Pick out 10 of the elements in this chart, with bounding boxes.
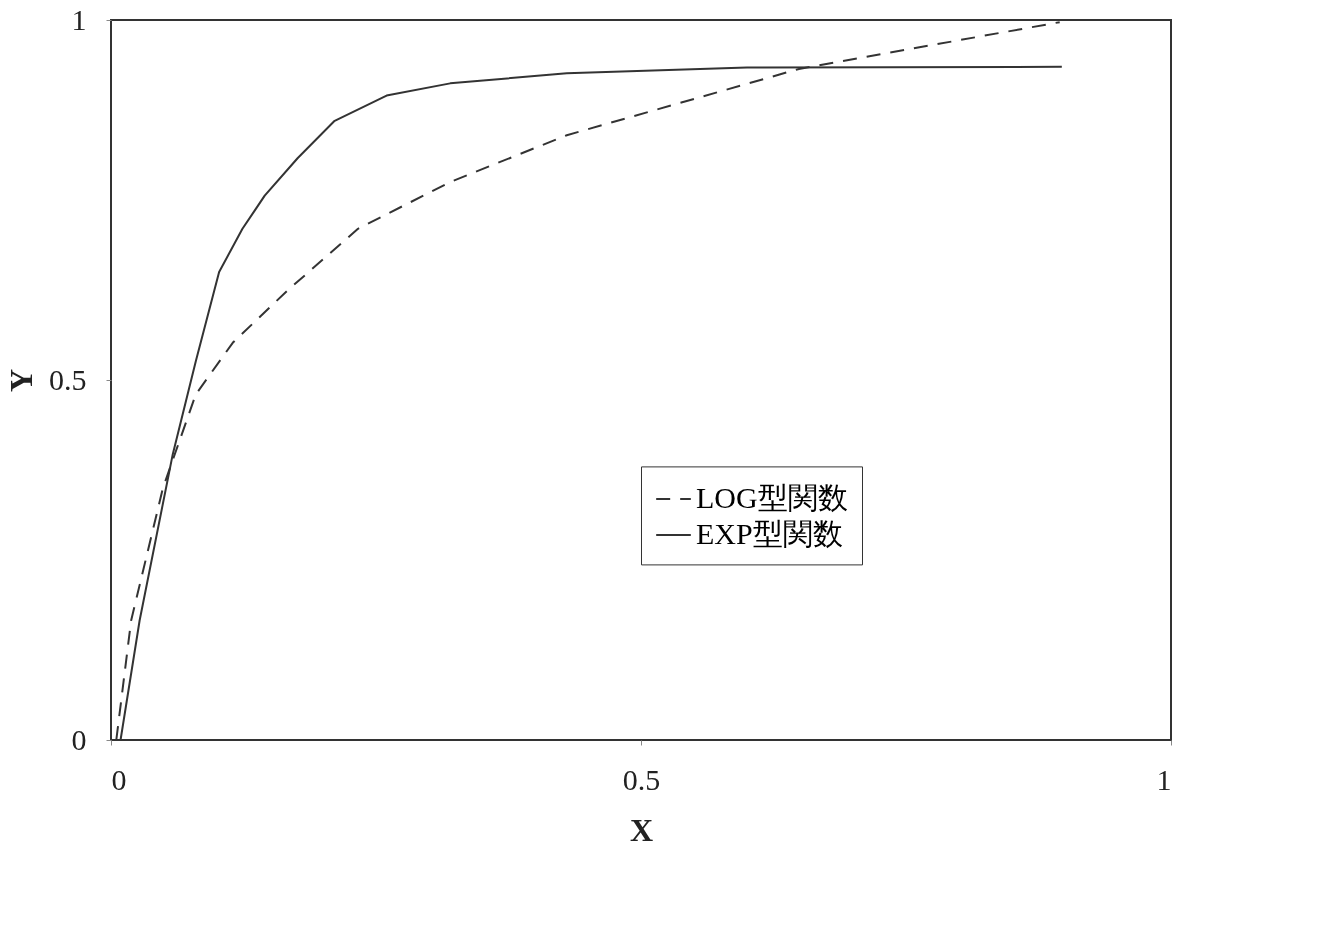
legend-label: LOG型関数 xyxy=(696,480,848,514)
y-tick-label: 0 xyxy=(71,722,87,756)
y-axis-title: Y xyxy=(3,368,39,393)
x-tick-label: 0 xyxy=(111,762,127,796)
legend-label: EXP型関数 xyxy=(696,516,843,550)
x-tick-label: 0.5 xyxy=(622,762,661,796)
x-axis-title: X xyxy=(629,811,654,848)
y-tick-label: 1 xyxy=(71,2,87,36)
y-tick-label: 0.5 xyxy=(49,362,87,396)
x-tick-label: 1 xyxy=(1156,762,1172,796)
